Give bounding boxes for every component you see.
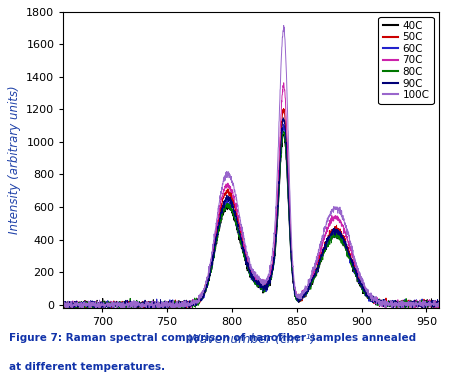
60C	[281, 122, 286, 127]
80C	[426, 301, 431, 306]
70C	[106, 307, 112, 311]
50C	[61, 305, 66, 310]
60C	[244, 259, 249, 264]
40C	[110, 307, 116, 312]
100C	[437, 302, 442, 306]
Line: 80C: 80C	[63, 131, 439, 310]
60C	[61, 301, 66, 306]
100C	[234, 195, 239, 200]
80C	[234, 222, 239, 226]
50C	[357, 279, 362, 284]
60C	[80, 305, 85, 310]
40C	[80, 303, 85, 308]
X-axis label: Wavenumber (cm⁻¹): Wavenumber (cm⁻¹)	[188, 333, 315, 346]
80C	[244, 262, 249, 266]
Line: 70C: 70C	[63, 83, 439, 309]
40C	[437, 303, 442, 308]
40C	[426, 301, 431, 306]
40C	[61, 301, 66, 306]
50C	[102, 307, 107, 312]
60C	[357, 282, 362, 287]
40C	[234, 223, 239, 228]
Line: 100C: 100C	[63, 25, 439, 310]
50C	[80, 302, 85, 307]
90C	[437, 303, 442, 308]
50C	[426, 303, 431, 308]
Line: 40C: 40C	[63, 134, 439, 310]
40C	[357, 284, 362, 288]
40C	[244, 263, 249, 268]
70C	[426, 302, 432, 307]
100C	[61, 305, 66, 309]
Text: Figure 7: Raman spectral comparison of nanofiber samples annealed: Figure 7: Raman spectral comparison of n…	[9, 333, 416, 343]
100C	[80, 303, 85, 308]
90C	[61, 303, 66, 308]
80C	[357, 281, 362, 286]
70C	[357, 272, 362, 277]
70C	[80, 303, 85, 307]
60C	[426, 302, 432, 307]
80C	[281, 129, 286, 134]
70C	[234, 204, 239, 209]
50C	[244, 257, 249, 261]
Line: 90C: 90C	[63, 118, 439, 310]
90C	[133, 307, 139, 312]
80C	[154, 307, 159, 312]
60C	[234, 218, 239, 223]
100C	[244, 248, 249, 253]
70C	[437, 303, 442, 307]
80C	[426, 302, 432, 307]
100C	[426, 300, 432, 305]
100C	[357, 270, 362, 275]
60C	[437, 303, 442, 307]
90C	[244, 261, 249, 266]
100C	[114, 307, 120, 312]
40C	[426, 302, 432, 307]
100C	[426, 302, 431, 306]
90C	[280, 116, 286, 120]
80C	[61, 302, 66, 306]
Line: 60C: 60C	[63, 124, 439, 310]
60C	[426, 299, 431, 304]
50C	[437, 301, 442, 306]
80C	[437, 300, 442, 305]
60C	[107, 307, 113, 312]
70C	[61, 300, 66, 305]
90C	[357, 278, 362, 283]
50C	[234, 211, 239, 216]
50C	[426, 304, 432, 308]
50C	[281, 106, 286, 111]
40C	[281, 132, 286, 137]
90C	[234, 218, 239, 222]
Line: 50C: 50C	[63, 109, 439, 310]
90C	[426, 300, 432, 305]
90C	[80, 303, 85, 307]
80C	[80, 301, 85, 306]
70C	[244, 253, 249, 258]
Legend: 40C, 50C, 60C, 70C, 80C, 90C, 100C: 40C, 50C, 60C, 70C, 80C, 90C, 100C	[378, 17, 434, 104]
70C	[281, 80, 286, 85]
Y-axis label: Intensity (arbitrary units): Intensity (arbitrary units)	[8, 85, 21, 234]
70C	[426, 302, 431, 307]
100C	[281, 23, 286, 28]
Text: at different temperatures.: at different temperatures.	[9, 362, 165, 372]
90C	[426, 299, 431, 304]
